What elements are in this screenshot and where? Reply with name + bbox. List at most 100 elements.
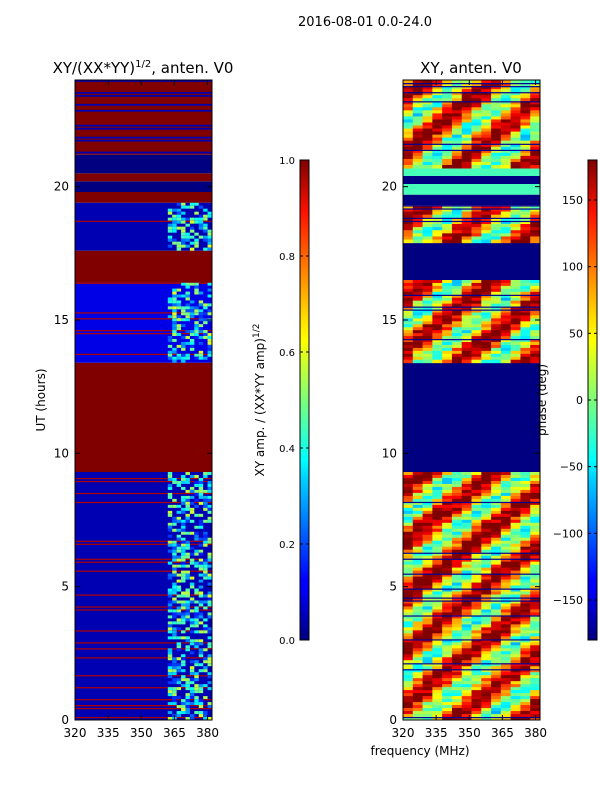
heatmap-cell — [520, 480, 531, 485]
heatmap-cell — [451, 125, 463, 130]
heatmap-cell — [471, 486, 482, 491]
heatmap-cell — [412, 333, 424, 337]
heatmap-cell — [176, 480, 182, 484]
heatmap-cell — [198, 663, 204, 667]
heatmap-cell — [198, 579, 204, 583]
heatmap-cell — [432, 570, 443, 575]
heatmap-cell — [471, 104, 482, 108]
heatmap-cell — [172, 309, 177, 313]
heatmap-cell — [520, 630, 531, 634]
heatmap-cell — [194, 672, 199, 676]
heatmap-cell — [461, 92, 472, 96]
heatmap-cell — [194, 232, 199, 236]
heatmap-cell — [491, 312, 502, 316]
heatmap-cell — [451, 516, 463, 521]
heatmap-cell — [442, 128, 453, 133]
heatmap-cell — [471, 522, 482, 527]
heatmap-cell — [172, 214, 177, 218]
heatmap-cell — [403, 480, 414, 485]
heatmap-cell — [207, 573, 212, 577]
heatmap-cell — [189, 717, 195, 720]
heatmap-cell — [451, 501, 463, 506]
heatmap-cell — [520, 230, 531, 234]
heatmap-cell — [451, 285, 463, 290]
heatmap-cell — [403, 531, 414, 536]
heatmap-cell — [194, 702, 199, 706]
heatmap-cell — [181, 235, 186, 239]
heatmap-cell — [403, 609, 414, 613]
heatmap-cell — [491, 501, 502, 506]
heatmap-cell — [481, 660, 492, 664]
heatmap-cell — [207, 504, 212, 508]
heatmap-cell — [481, 472, 492, 476]
heatmap-cell — [461, 205, 472, 209]
heatmap-cell — [481, 134, 492, 139]
heatmap-cell — [403, 708, 414, 712]
heatmap-cell — [403, 95, 414, 99]
heatmap-cell — [500, 546, 512, 551]
heatmap-cell — [422, 495, 433, 500]
heatmap-cell — [194, 615, 199, 619]
heatmap-cell — [403, 573, 414, 578]
heatmap-cell — [412, 612, 424, 616]
heatmap-cell — [491, 131, 502, 136]
heatmap-cell — [432, 149, 443, 154]
heatmap-cell — [481, 107, 492, 111]
heatmap-cell — [176, 627, 182, 631]
heatmap-cell — [198, 327, 204, 331]
heatmap-cell — [451, 615, 463, 619]
heatmap-cell — [403, 675, 414, 679]
heatmap-cell — [403, 492, 414, 497]
heatmap-cell — [442, 137, 453, 142]
heatmap-cell — [461, 239, 472, 244]
heatmap-cell — [491, 621, 502, 625]
heatmap-cell — [481, 495, 492, 500]
heatmap-cell — [412, 128, 424, 133]
heatmap-cell — [412, 543, 424, 548]
heatmap-cell — [422, 678, 433, 682]
heatmap-cell — [412, 89, 424, 93]
heatmap-cell — [491, 83, 502, 87]
heatmap-cell — [471, 356, 482, 361]
heatmap-cell — [510, 205, 521, 209]
heatmap-cell — [451, 95, 463, 99]
heatmap-cell — [432, 220, 443, 225]
heatmap-cell — [432, 152, 443, 157]
heatmap-cell — [461, 573, 472, 578]
heatmap-cell — [451, 152, 463, 157]
heatmap-cell — [403, 615, 414, 619]
heatmap-cell — [510, 714, 521, 718]
heatmap-cell — [172, 504, 177, 508]
heatmap-cell — [176, 543, 182, 547]
heatmap-cell — [207, 510, 212, 514]
heatmap-cell — [176, 555, 182, 559]
heatmap-cell — [471, 684, 482, 688]
heatmap-cell — [198, 356, 204, 360]
heatmap-cell — [176, 226, 182, 230]
heatmap-cell — [185, 309, 190, 313]
heatmap-cell — [412, 525, 424, 530]
heatmap-cell — [451, 690, 463, 694]
heatmap-cell — [167, 297, 173, 301]
heatmap-cell — [422, 522, 433, 527]
heatmap-cell — [176, 609, 182, 613]
heatmap-cell — [520, 633, 531, 637]
heatmap-cell — [181, 561, 186, 565]
heatmap-cell — [172, 522, 177, 526]
heatmap-cell — [510, 609, 521, 613]
heatmap-cell — [471, 131, 482, 136]
heatmap-cell — [412, 501, 424, 506]
heatmap-cell — [442, 522, 453, 527]
heatmap-cell — [520, 291, 531, 296]
heatmap-cell — [412, 155, 424, 160]
heatmap-cell — [530, 285, 540, 290]
heatmap-cell — [451, 549, 463, 554]
heatmap-cell — [412, 230, 424, 234]
heatmap-cell — [500, 528, 512, 533]
heatmap-cell — [442, 501, 453, 506]
heatmap-cell — [530, 239, 540, 244]
heatmap-cell — [520, 152, 531, 157]
heatmap-cell — [167, 576, 173, 580]
heatmap-stripe — [75, 151, 212, 154]
heatmap-cell — [510, 356, 521, 361]
